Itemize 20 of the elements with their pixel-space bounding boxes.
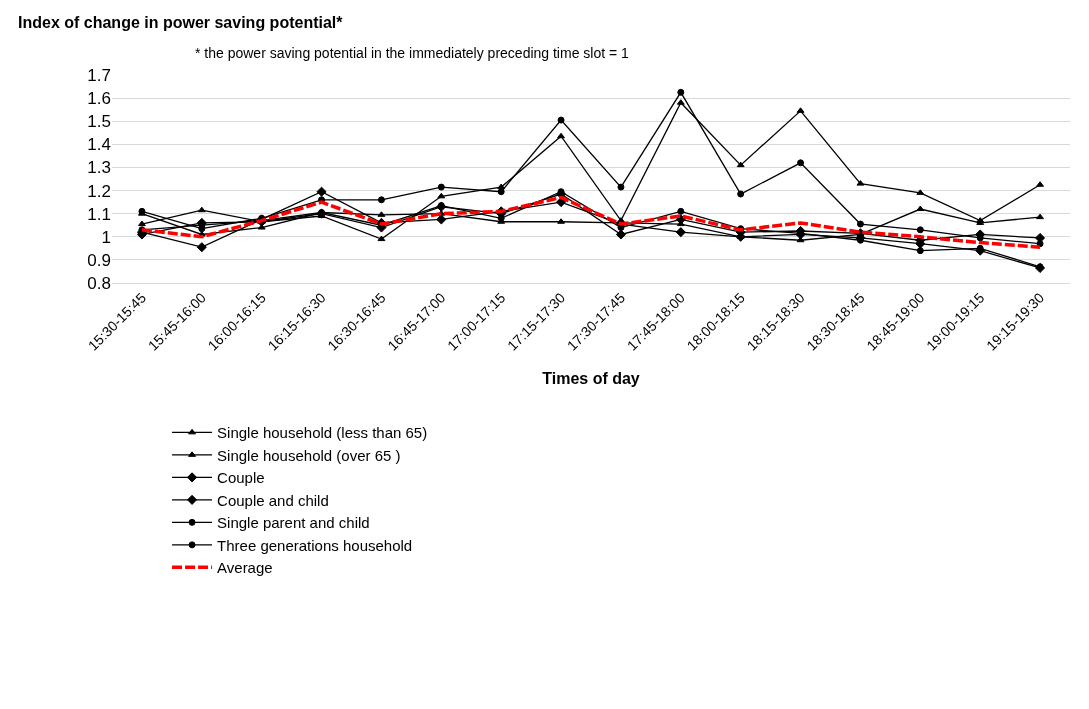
y-tick-label: 0.8 — [87, 273, 111, 293]
y-tick-label: 1.6 — [87, 89, 111, 109]
legend-label: Single parent and child — [217, 514, 370, 532]
legend-label: Couple — [217, 469, 265, 487]
legend-label: Couple and child — [217, 491, 329, 509]
y-tick-label: 1.2 — [87, 181, 111, 201]
y-tick-label: 1.1 — [87, 204, 111, 224]
y-axis-title: Index of change in power saving potential* — [18, 14, 344, 31]
legend-label: Average — [217, 559, 273, 577]
y-tick-label: 1.7 — [87, 65, 111, 85]
chart-subtitle: * the power saving potential in the immediately preceding time slot = 1 — [195, 45, 630, 61]
y-tick-label: 1.5 — [87, 112, 111, 132]
legend-label: Single household (over 65 ) — [217, 446, 401, 464]
y-tick-label: 1.3 — [87, 158, 111, 178]
legend-label: Three generations household — [217, 536, 413, 554]
x-axis-title: Times of day — [542, 370, 640, 388]
y-tick-label: 1.4 — [87, 135, 111, 155]
y-tick-label: 1 — [101, 227, 111, 247]
legend-label: Single household (less than 65) — [217, 424, 428, 442]
y-tick-label: 0.9 — [87, 250, 111, 270]
